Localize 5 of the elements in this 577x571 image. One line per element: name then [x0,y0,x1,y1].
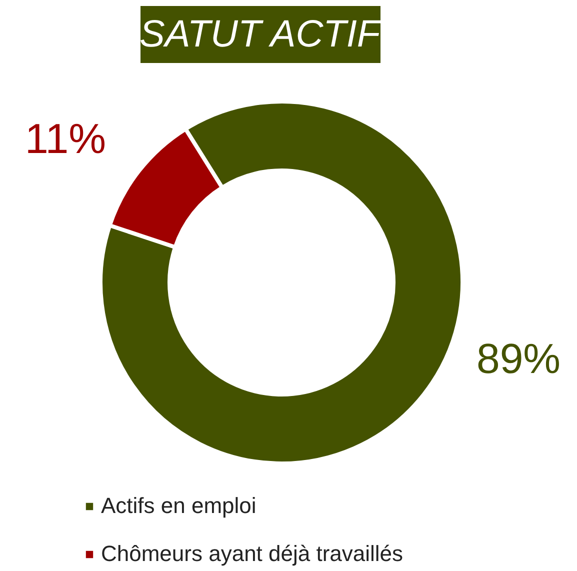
data-label: 11% [25,115,106,162]
legend-label: Actifs en emploi [101,493,256,519]
chart-title: SATUT ACTIF [139,14,382,56]
data-label: 89% [476,335,561,382]
legend-label: Chômeurs ayant déjà travaillés [101,541,404,567]
